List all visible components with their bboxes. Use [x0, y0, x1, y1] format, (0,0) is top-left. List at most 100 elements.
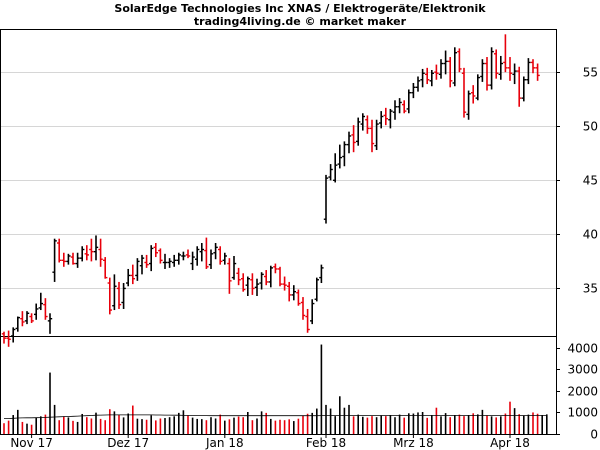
price-bar [494, 49, 499, 79]
price-bar [204, 237, 209, 269]
price-bar [374, 119, 379, 151]
price-tick-label: 55 [583, 66, 598, 80]
price-bar [47, 313, 53, 334]
price-bar [360, 113, 365, 131]
price-bar [112, 274, 117, 311]
price-tick-label: 45 [583, 174, 598, 188]
price-bar [420, 68, 425, 88]
price-bar [107, 277, 112, 315]
price-bar [75, 252, 80, 268]
price-bar [310, 299, 315, 325]
price-bar [222, 252, 227, 265]
price-bar [231, 255, 237, 280]
price-bar [250, 273, 255, 295]
price-bar [411, 82, 416, 99]
price-bar [457, 48, 462, 73]
price-bar [443, 50, 448, 75]
price-bar [369, 119, 375, 153]
volume-tick-label: 1000 [567, 406, 598, 420]
price-bar [245, 276, 250, 296]
volume-tick-label: 4000 [567, 342, 598, 356]
price-bar [489, 47, 494, 90]
price-bar [438, 59, 444, 79]
price-bar [70, 252, 76, 265]
price-bar [425, 67, 430, 85]
price-bar [52, 238, 57, 282]
price-bar [337, 144, 342, 169]
price-bar [503, 34, 508, 73]
price-bar [103, 257, 108, 279]
price-bar [305, 308, 310, 333]
price-bar [153, 243, 158, 258]
price-bar [452, 47, 457, 87]
price-bar [126, 268, 131, 287]
price-bar [346, 131, 352, 154]
price-bar [34, 303, 39, 320]
price-bar [15, 316, 20, 332]
price-bar [383, 107, 388, 126]
price-bar [512, 63, 517, 85]
price-bar [199, 243, 204, 262]
price-bar [190, 251, 195, 271]
price-bar [259, 272, 264, 290]
x-tick-label: Jan 18 [205, 436, 244, 450]
price-bar [135, 258, 140, 281]
x-tick-label: Feb 18 [306, 436, 346, 450]
price-bar [158, 248, 163, 264]
price-bar [517, 66, 522, 107]
price-bar [498, 55, 503, 80]
price-bar [296, 289, 301, 306]
price-bar [521, 76, 526, 102]
price-bar [144, 254, 149, 268]
price-bar [415, 76, 421, 92]
price-bar [121, 283, 126, 309]
price-bar [507, 57, 513, 81]
price-bar [38, 292, 43, 311]
price-bar [176, 252, 181, 265]
volume-panel [0, 336, 557, 435]
chart-subtitle: trading4living.de © market maker [194, 15, 407, 28]
price-bar [530, 59, 536, 74]
price-bar [282, 276, 287, 291]
price-bar [264, 270, 269, 286]
price-bar [356, 117, 361, 146]
volume-tick-label: 2000 [567, 385, 598, 399]
price-bar [388, 108, 393, 129]
price-bar [277, 266, 283, 287]
volume-tick-label: 0 [590, 428, 598, 442]
price-bar [466, 90, 471, 120]
price-bar [241, 273, 246, 292]
price-bar [89, 238, 94, 262]
price-bar [397, 98, 402, 114]
volume-axis: 0 1000 2000 3000 4000 [556, 342, 598, 442]
volume-bars [3, 344, 548, 434]
price-bar [319, 264, 324, 284]
price-bar [535, 63, 540, 81]
x-tick-label: Nov 17 [10, 436, 53, 450]
price-bar [195, 246, 200, 266]
price-bar [185, 249, 191, 259]
price-bar [61, 252, 66, 267]
price-bar [461, 67, 467, 118]
price-bar [11, 327, 16, 343]
x-tick-label: Mrz 18 [393, 436, 434, 450]
price-bar [434, 64, 439, 80]
price-bar [333, 153, 338, 183]
price-bar [149, 245, 154, 272]
price-bar [130, 264, 135, 285]
price-bar [342, 141, 347, 167]
price-bar [273, 263, 278, 274]
price-bar [402, 100, 407, 114]
price-bar [526, 58, 531, 85]
price-bar [365, 115, 370, 134]
price-axis: 35 40 45 50 55 [556, 66, 598, 296]
price-bars [1, 34, 540, 347]
price-bar [139, 254, 145, 275]
chart-title: SolarEdge Technologies Inc XNAS / Elektr… [114, 2, 486, 15]
price-bar [20, 311, 25, 327]
price-bar [167, 258, 172, 268]
x-tick-label: Apr 18 [490, 436, 530, 450]
price-bar [162, 253, 168, 269]
price-bar [323, 174, 329, 224]
